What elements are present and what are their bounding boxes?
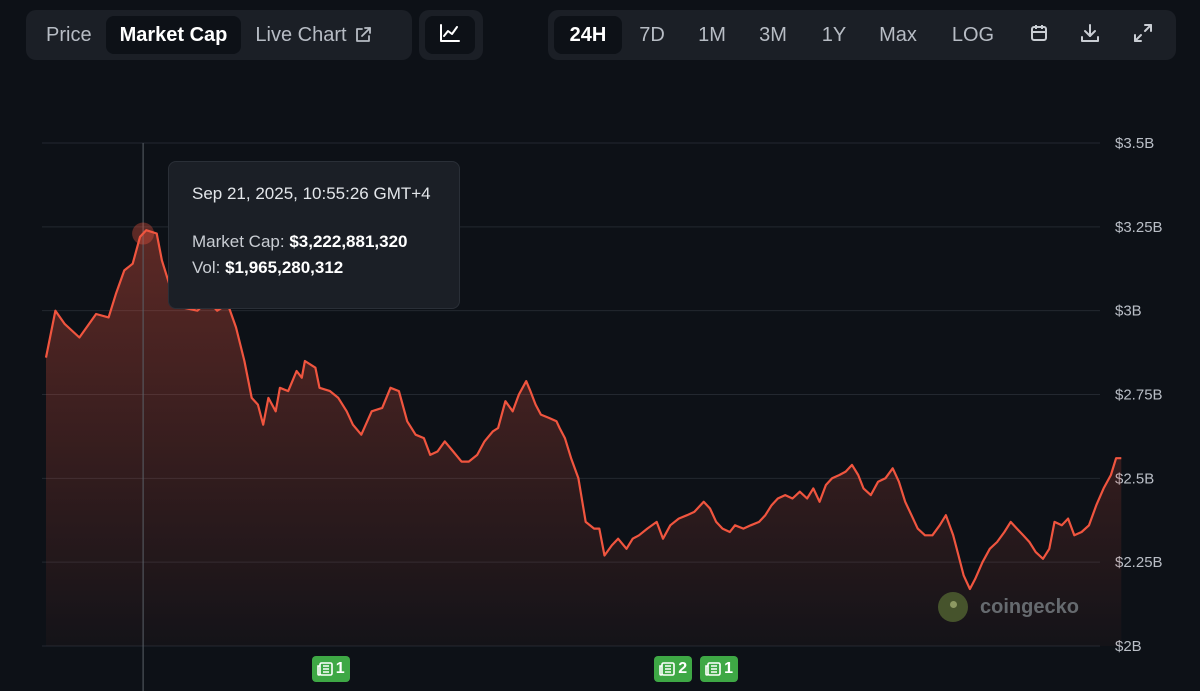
tab-price[interactable]: Price — [46, 23, 92, 46]
range-tab-1y[interactable]: 1Y — [821, 23, 847, 46]
range-tab-7d[interactable]: 7D — [639, 23, 665, 46]
line-chart-button[interactable] — [425, 16, 475, 54]
tooltip-market-cap: Market Cap: $3,222,881,320 — [192, 232, 437, 252]
news-badge[interactable]: 1 — [700, 656, 739, 682]
y-tick-label: $3.25B — [1115, 219, 1163, 236]
watermark-text: coingecko — [980, 595, 1079, 618]
fullscreen-icon — [1133, 23, 1153, 48]
news-icon — [705, 662, 724, 676]
calendar-button[interactable] — [1014, 16, 1064, 54]
download-button[interactable] — [1064, 16, 1117, 54]
hover-point — [132, 222, 155, 245]
news-count: 1 — [335, 660, 345, 677]
chart-tooltip: Sep 21, 2025, 10:55:26 GMT+4 Market Cap:… — [168, 161, 460, 309]
news-count: 2 — [678, 660, 688, 677]
coingecko-logo-icon — [938, 592, 968, 622]
tooltip-date: Sep 21, 2025, 10:55:26 GMT+4 — [192, 184, 431, 203]
tooltip-vol-label: Vol: — [192, 258, 221, 277]
news-icon — [659, 662, 678, 676]
y-tick-label: $3.5B — [1115, 135, 1154, 152]
metric-tab-group: Price Market Cap Live Chart — [26, 10, 412, 60]
calendar-icon — [1030, 24, 1048, 47]
y-tick-label: $2.75B — [1115, 387, 1163, 404]
download-icon — [1080, 23, 1100, 48]
external-link-icon — [354, 26, 372, 44]
y-tick-label: $2.5B — [1115, 470, 1154, 487]
tooltip-market-cap-value: $3,222,881,320 — [289, 232, 408, 251]
fullscreen-button[interactable] — [1117, 16, 1170, 54]
tab-live-chart[interactable]: Live Chart — [241, 16, 385, 54]
y-tick-label: $2B — [1115, 638, 1142, 655]
news-badge[interactable]: 1 — [311, 656, 350, 682]
y-axis-labels: $2B $2.25B $2.5B $2.75B $3B $3.25B $3.5B — [1115, 135, 1163, 655]
range-tab-24h[interactable]: 24H — [554, 16, 622, 54]
tab-market-cap[interactable]: Market Cap — [105, 16, 242, 54]
tooltip-vol-value: $1,965,280,312 — [225, 258, 344, 277]
chart-type-group — [419, 10, 483, 60]
live-chart-label: Live Chart — [255, 23, 347, 46]
news-badge[interactable]: 2 — [654, 656, 693, 682]
line-chart-icon — [439, 23, 461, 48]
market-cap-line — [44, 229, 1122, 591]
news-count: 1 — [724, 660, 734, 677]
range-tab-1m[interactable]: 1M — [698, 23, 726, 46]
y-tick-label: $2.25B — [1115, 554, 1163, 571]
tooltip-market-cap-label: Market Cap: — [192, 232, 285, 251]
range-tab-log[interactable]: LOG — [951, 23, 995, 46]
tooltip-volume: Vol: $1,965,280,312 — [192, 258, 437, 278]
range-tab-3m[interactable]: 3M — [759, 23, 787, 46]
news-icon — [316, 662, 336, 676]
y-tick-label: $3B — [1115, 303, 1142, 320]
range-tab-max[interactable]: Max — [879, 23, 917, 46]
market-cap-area — [46, 230, 1122, 646]
coingecko-watermark: coingecko — [938, 592, 1079, 622]
range-group: 24H 7D 1M 3M 1Y Max LOG — [548, 10, 1176, 60]
range-tabs: 24H 7D 1M 3M 1Y Max LOG — [554, 16, 1014, 54]
